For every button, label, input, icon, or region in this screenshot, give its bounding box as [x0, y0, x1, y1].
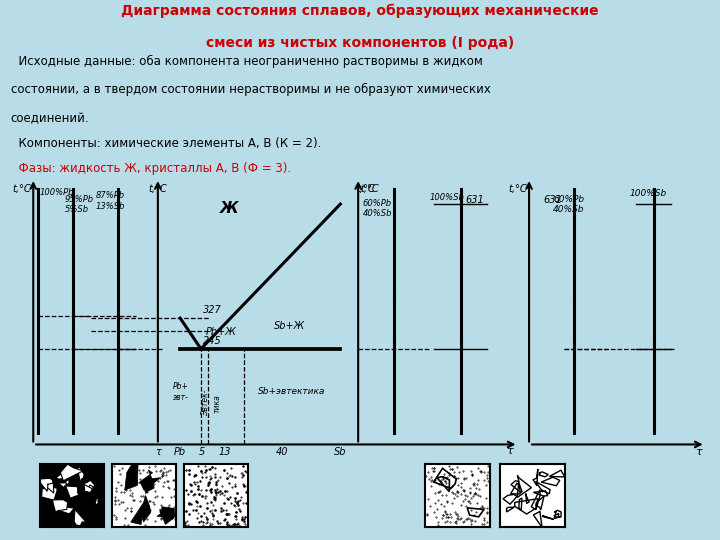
Text: τ: τ — [506, 447, 513, 456]
Text: соединений.: соединений. — [11, 112, 89, 125]
Polygon shape — [53, 505, 74, 514]
Text: t,°C: t,°C — [12, 184, 31, 194]
Polygon shape — [65, 479, 71, 485]
Text: 13: 13 — [218, 447, 231, 457]
Polygon shape — [84, 480, 94, 490]
Polygon shape — [74, 509, 86, 526]
Polygon shape — [125, 461, 138, 490]
Text: τ: τ — [155, 447, 161, 457]
Text: 100%Sb: 100%Sb — [629, 190, 667, 198]
Text: 40: 40 — [276, 447, 289, 457]
Text: Pb+Ж: Pb+Ж — [205, 327, 236, 336]
Text: 631: 631 — [543, 195, 562, 205]
Text: тика: тика — [212, 394, 221, 413]
Polygon shape — [73, 518, 84, 523]
Text: Фазы: жидкость Ж, кристаллы А, В (Ф = 3).: Фазы: жидкость Ж, кристаллы А, В (Ф = 3)… — [11, 161, 291, 174]
Polygon shape — [60, 464, 83, 481]
Polygon shape — [86, 485, 94, 490]
Text: Sb: Sb — [334, 447, 346, 457]
Text: τ: τ — [696, 447, 702, 457]
Text: Sb+Ж: Sb+Ж — [274, 321, 305, 331]
Polygon shape — [66, 486, 79, 498]
Text: Pb+
эвт-: Pb+ эвт- — [173, 382, 189, 402]
Text: Pb: Pb — [174, 447, 186, 457]
Text: 245: 245 — [203, 336, 222, 346]
Text: Эвтек-: Эвтек- — [201, 390, 210, 416]
Polygon shape — [58, 483, 67, 488]
Polygon shape — [131, 495, 150, 524]
Polygon shape — [138, 470, 161, 494]
Text: 5: 5 — [199, 447, 205, 457]
Text: Ж: Ж — [220, 201, 238, 215]
Polygon shape — [73, 497, 79, 514]
Text: 87%Pb
13%Sb: 87%Pb 13%Sb — [96, 191, 125, 211]
Text: 100%Pb: 100%Pb — [40, 187, 74, 197]
Text: t,°C: t,°C — [361, 184, 379, 194]
Text: 60%Pb
40%Sb: 60%Pb 40%Sb — [363, 199, 392, 218]
Polygon shape — [56, 472, 66, 479]
Polygon shape — [48, 481, 54, 493]
Polygon shape — [94, 498, 99, 506]
Polygon shape — [53, 500, 68, 512]
Text: t,°C: t,°C — [356, 184, 374, 194]
Text: Исходные данные: оба компонента неограниченно растворимы в жидком: Исходные данные: оба компонента неограни… — [11, 55, 482, 68]
Text: 100%Sb: 100%Sb — [429, 193, 464, 202]
Text: Компоненты: химические элементы А, В (К = 2).: Компоненты: химические элементы А, В (К … — [11, 137, 321, 150]
Polygon shape — [84, 484, 92, 492]
Text: Sb+эвтектика: Sb+эвтектика — [258, 388, 325, 396]
Polygon shape — [157, 507, 175, 524]
Text: 60%Pb
40%Sb: 60%Pb 40%Sb — [553, 195, 585, 214]
Polygon shape — [77, 467, 84, 483]
Text: t,°C: t,°C — [148, 184, 167, 194]
Text: смеси из чистых компонентов (I рода): смеси из чистых компонентов (I рода) — [206, 36, 514, 50]
Polygon shape — [42, 486, 57, 500]
Text: t,°C: t,°C — [509, 184, 527, 194]
Text: состоянии, а в твердом состоянии нерастворимы и не образуют химических: состоянии, а в твердом состоянии нераств… — [11, 83, 490, 96]
Text: 95%Pb
5%Sb: 95%Pb 5%Sb — [64, 195, 94, 214]
Text: Диаграмма состояния сплавов, образующих механические: Диаграмма состояния сплавов, образующих … — [121, 4, 599, 18]
Text: 631: 631 — [465, 195, 484, 205]
Text: 327: 327 — [203, 305, 222, 315]
Polygon shape — [37, 478, 54, 491]
